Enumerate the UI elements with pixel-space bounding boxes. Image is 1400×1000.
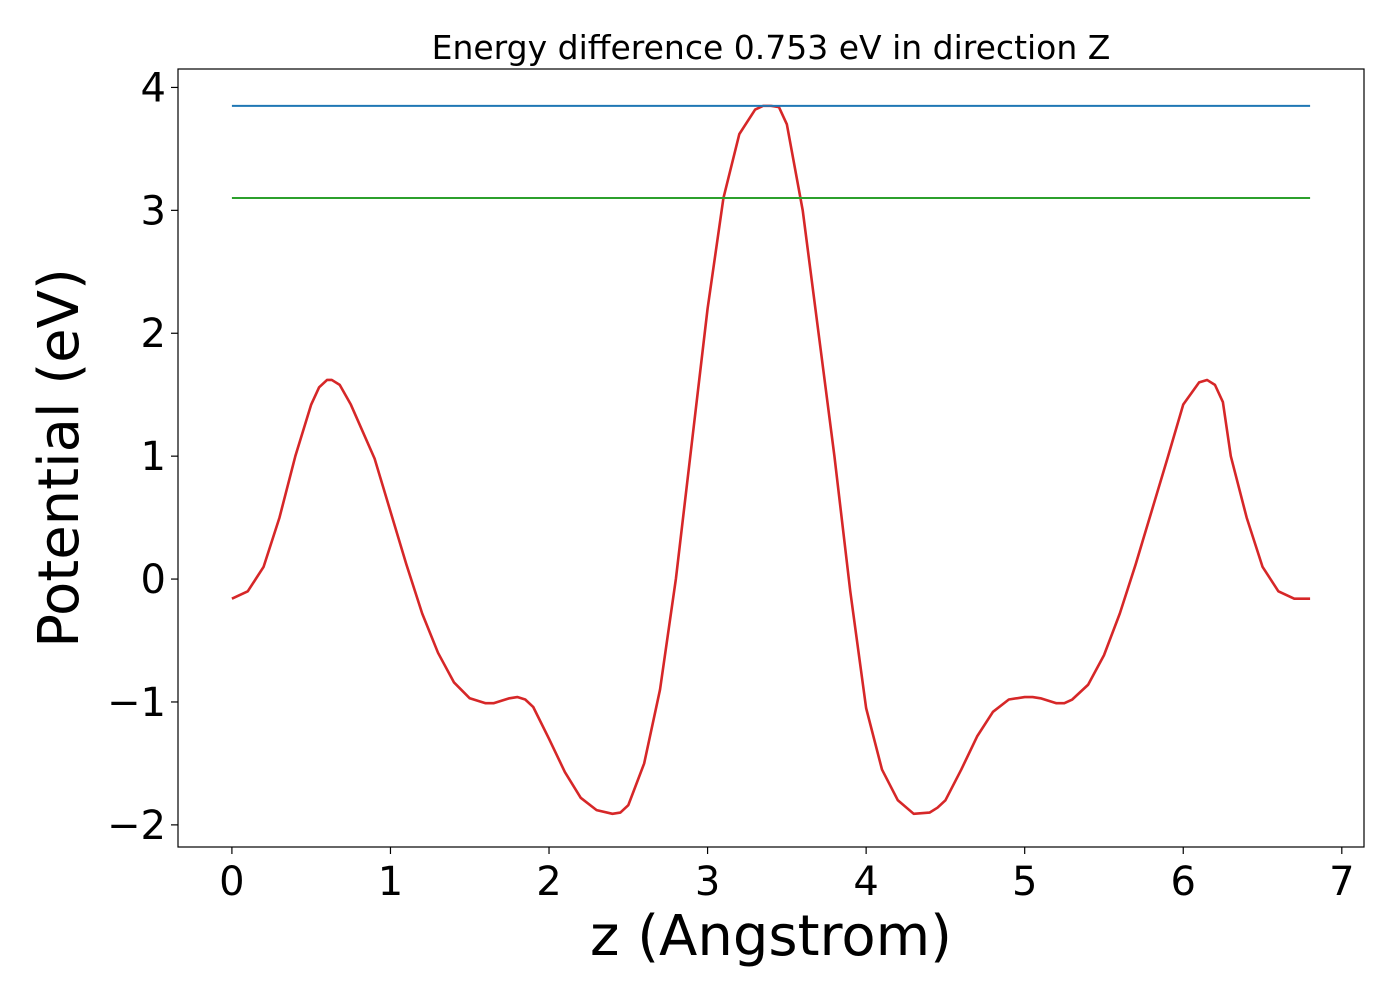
y-tick-label: 1: [141, 434, 166, 480]
x-tick-label: 4: [853, 859, 878, 905]
x-axis-label: z (Angstrom): [590, 904, 952, 969]
y-tick-label: 2: [141, 311, 166, 357]
y-axis-ticks: −2 −1 0 1 2 3 4: [107, 65, 178, 849]
plot-area-frame: [177, 68, 1365, 848]
x-tick-label: 3: [695, 859, 720, 905]
y-tick-label: −1: [107, 680, 166, 726]
y-tick-label: 0: [141, 557, 166, 603]
chart-title: Energy difference 0.753 eV in direction …: [432, 28, 1111, 67]
y-tick-label: 3: [141, 188, 166, 234]
x-tick-label: 1: [378, 859, 403, 905]
x-tick-label: 5: [1012, 859, 1037, 905]
x-axis-ticks: 0 1 2 3 4 5 6 7: [219, 847, 1355, 905]
x-tick-label: 0: [219, 859, 244, 905]
series-layer: [231, 104, 1311, 816]
y-axis-label: Potential (eV): [27, 268, 92, 648]
y-tick-label: −2: [107, 803, 166, 849]
x-tick-label: 2: [536, 859, 561, 905]
x-tick-label: 7: [1329, 859, 1354, 905]
y-tick-label: 4: [141, 65, 166, 111]
x-tick-label: 6: [1171, 859, 1196, 905]
